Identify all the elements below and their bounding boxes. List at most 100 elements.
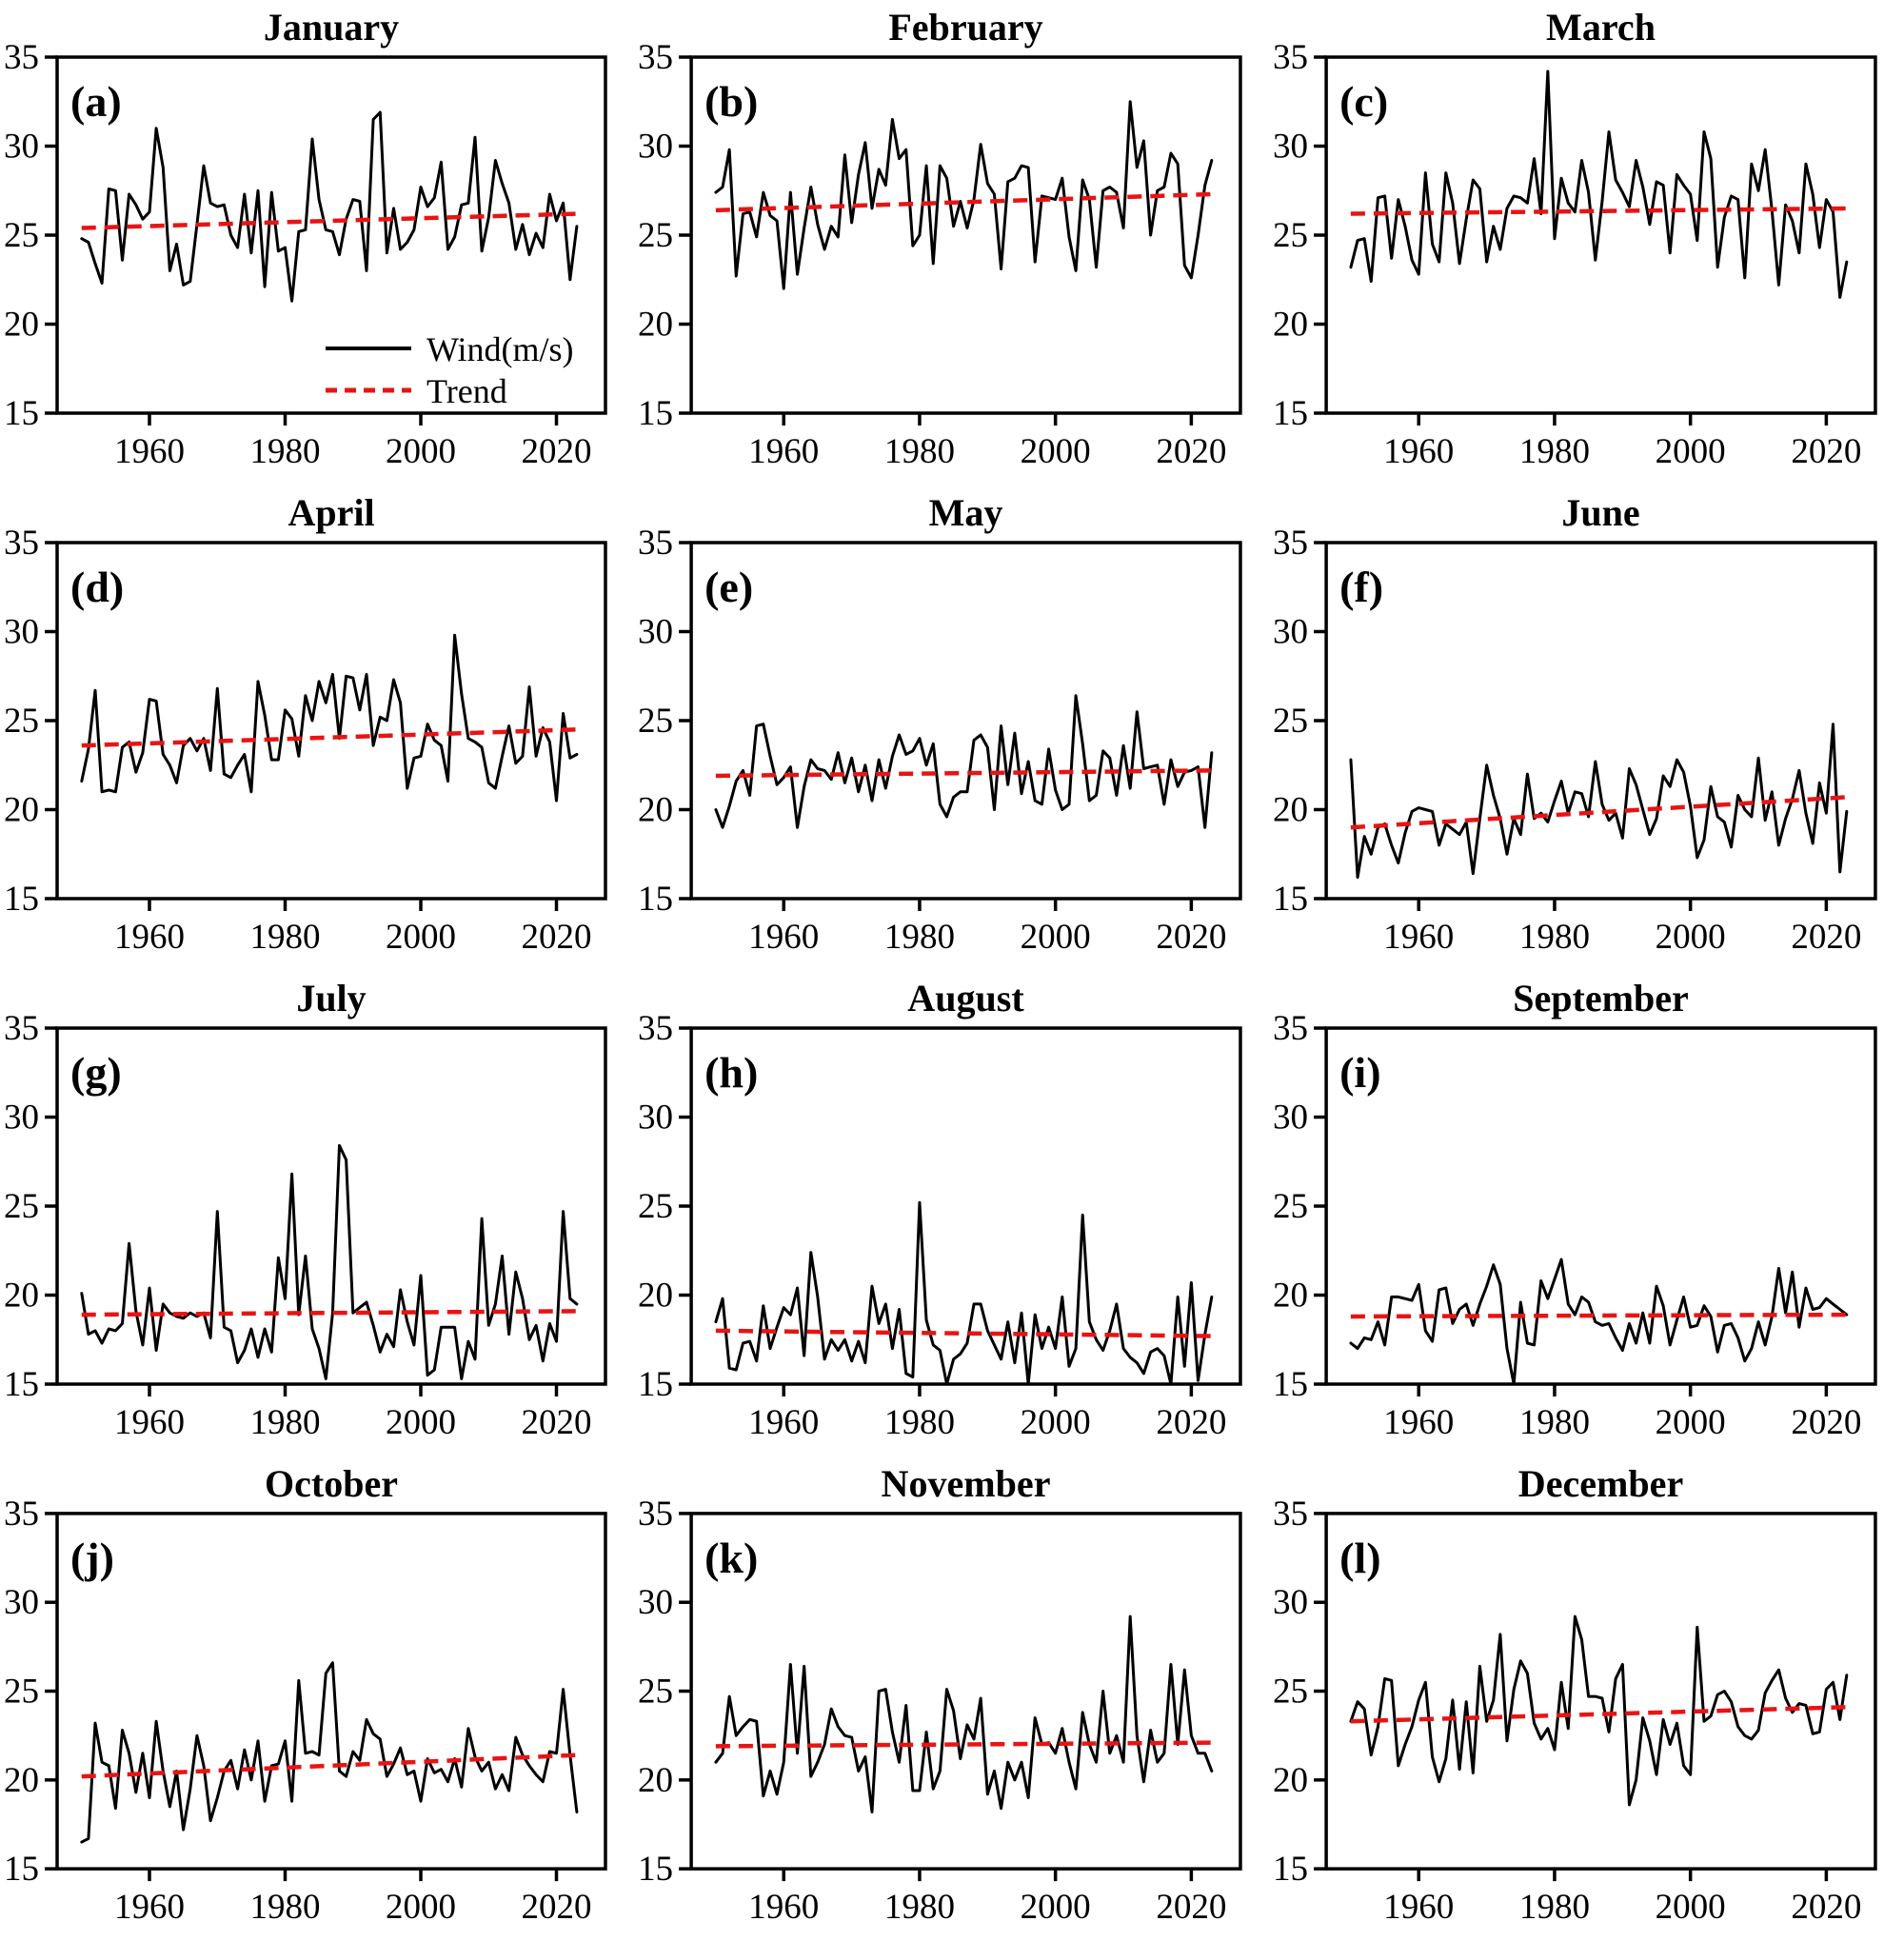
x-tick-label: 2000 — [1021, 1888, 1091, 1927]
x-tick-label: 1960 — [114, 1887, 185, 1926]
x-tick-label: 1980 — [1519, 918, 1590, 957]
wind-line — [1349, 723, 1849, 880]
panel-june: June 35 30 25 20 15 1960 1980 2000 2020 (f) — [1269, 485, 1904, 971]
chart-june: June 35 30 25 20 15 1960 1980 2000 2020 (f) — [1273, 491, 1877, 957]
x-tick-label: 1980 — [884, 432, 955, 471]
y-tick-label: 30 — [1273, 613, 1308, 652]
panel-august: August 35 30 25 20 15 1960 1980 2000 2020 (h) — [634, 971, 1269, 1456]
y-tick-label: 20 — [638, 306, 673, 345]
x-tick-label: 2000 — [1021, 1403, 1091, 1442]
trend-line — [715, 191, 1212, 213]
x-tick-label: 2020 — [1791, 918, 1861, 957]
x-tick-label: 2000 — [1656, 918, 1726, 957]
panel-letter: (f) — [1339, 563, 1383, 611]
axes-frame — [1324, 55, 1877, 415]
y-tick-label: 15 — [4, 1849, 39, 1888]
y-tick-label: 25 — [638, 1673, 673, 1712]
panel-title: August — [907, 977, 1024, 1020]
y-tick-label: 25 — [4, 1672, 39, 1711]
x-tick-label: 2020 — [1791, 1403, 1861, 1442]
trend-line — [81, 727, 577, 748]
y-tick-label: 35 — [1273, 1495, 1308, 1534]
x-tick-label: 1980 — [250, 432, 321, 471]
panel-title: November — [882, 1462, 1051, 1505]
x-tick-label: 2020 — [522, 1403, 592, 1442]
axes-frame — [689, 541, 1242, 901]
x-tick-label: 2020 — [522, 432, 592, 471]
y-tick-label: 30 — [4, 613, 39, 652]
legend-wind-label: Wind(m/s) — [426, 330, 574, 368]
legend-trend-label: Trend — [426, 372, 507, 410]
panel-title: January — [264, 6, 399, 49]
chart-august: August 35 30 25 20 15 1960 1980 2000 2020 (h) — [638, 977, 1242, 1442]
y-tick-label: 15 — [1273, 394, 1308, 433]
y-tick-label: 25 — [638, 702, 673, 741]
panel-title: December — [1518, 1462, 1683, 1505]
y-tick-label: 30 — [1273, 128, 1308, 167]
wind-line — [1349, 1258, 1849, 1386]
y-tick-label: 15 — [1273, 1850, 1308, 1889]
trend-line — [715, 1328, 1212, 1338]
y-tick-label: 35 — [638, 38, 673, 77]
x-tick-label: 2020 — [1156, 1403, 1226, 1442]
panel-march: March 35 30 25 20 15 1960 1980 2000 2020 (c) — [1269, 0, 1904, 485]
y-tick-label: 15 — [638, 1850, 673, 1889]
wind-line — [80, 1661, 579, 1844]
panel-september: September 35 30 25 20 15 1960 1980 2000 2020 (i) — [1269, 971, 1904, 1456]
y-tick-label: 15 — [4, 880, 39, 919]
x-tick-label: 1980 — [250, 918, 321, 957]
y-tick-label: 35 — [4, 1494, 39, 1533]
panel-letter: (a) — [70, 77, 122, 126]
panel-title: May — [929, 491, 1003, 534]
trend-line — [1350, 1705, 1847, 1724]
chart-november: November 35 30 25 20 15 1960 1980 2000 2020 (k) — [638, 1462, 1242, 1927]
y-tick-label: 30 — [638, 1099, 673, 1138]
wind-line — [80, 1143, 579, 1380]
x-tick-label: 1960 — [114, 432, 185, 471]
wind-line — [80, 633, 579, 802]
x-tick-label: 2000 — [1656, 1888, 1726, 1927]
axes-frame — [1324, 1026, 1877, 1386]
axes-frame — [1324, 541, 1877, 901]
y-tick-label: 25 — [638, 216, 673, 255]
trend-line — [1350, 206, 1847, 216]
y-tick-label: 20 — [1273, 1761, 1308, 1800]
trend-line — [715, 768, 1212, 779]
panel-letter: (j) — [70, 1534, 114, 1582]
panel-title: March — [1546, 6, 1656, 49]
panel-title: September — [1513, 977, 1689, 1020]
x-tick-label: 2020 — [1156, 1888, 1226, 1927]
trend-line — [1350, 795, 1847, 830]
x-tick-label: 2000 — [1656, 432, 1726, 471]
y-tick-label: 20 — [4, 1277, 39, 1316]
y-tick-label: 25 — [638, 1187, 673, 1226]
x-tick-label: 2000 — [386, 432, 456, 471]
x-tick-label: 1960 — [748, 918, 819, 957]
trend-line — [81, 211, 577, 230]
y-tick-label: 25 — [4, 216, 39, 255]
x-tick-label: 1960 — [114, 1403, 185, 1442]
y-tick-label: 35 — [638, 1495, 673, 1534]
y-tick-label: 35 — [638, 1009, 673, 1048]
wind-line — [714, 694, 1214, 829]
y-tick-label: 35 — [1273, 38, 1308, 77]
panel-january: January 35 30 25 20 15 1960 1980 2000 2020 (a) Wind… — [0, 0, 634, 485]
y-tick-label: 15 — [4, 394, 39, 433]
panel-may: May 35 30 25 20 15 1960 1980 2000 2020 (e) — [634, 485, 1269, 971]
x-tick-label: 1960 — [1383, 918, 1454, 957]
y-tick-label: 25 — [1273, 216, 1308, 255]
trend-line — [81, 1753, 577, 1779]
y-tick-label: 30 — [4, 1099, 39, 1138]
panel-title: April — [288, 491, 374, 534]
axes-frame — [689, 1512, 1242, 1871]
x-tick-label: 2020 — [1791, 1888, 1861, 1927]
y-tick-label: 20 — [4, 306, 39, 345]
panel-letter: (l) — [1339, 1534, 1380, 1582]
y-tick-label: 15 — [1273, 880, 1308, 919]
wind-line — [1349, 1614, 1849, 1807]
panel-october: October 35 30 25 20 15 1960 1980 2000 2020 (j) — [0, 1456, 634, 1941]
y-tick-label: 15 — [638, 394, 673, 433]
panel-title: February — [888, 6, 1042, 49]
wind-line — [714, 100, 1214, 290]
